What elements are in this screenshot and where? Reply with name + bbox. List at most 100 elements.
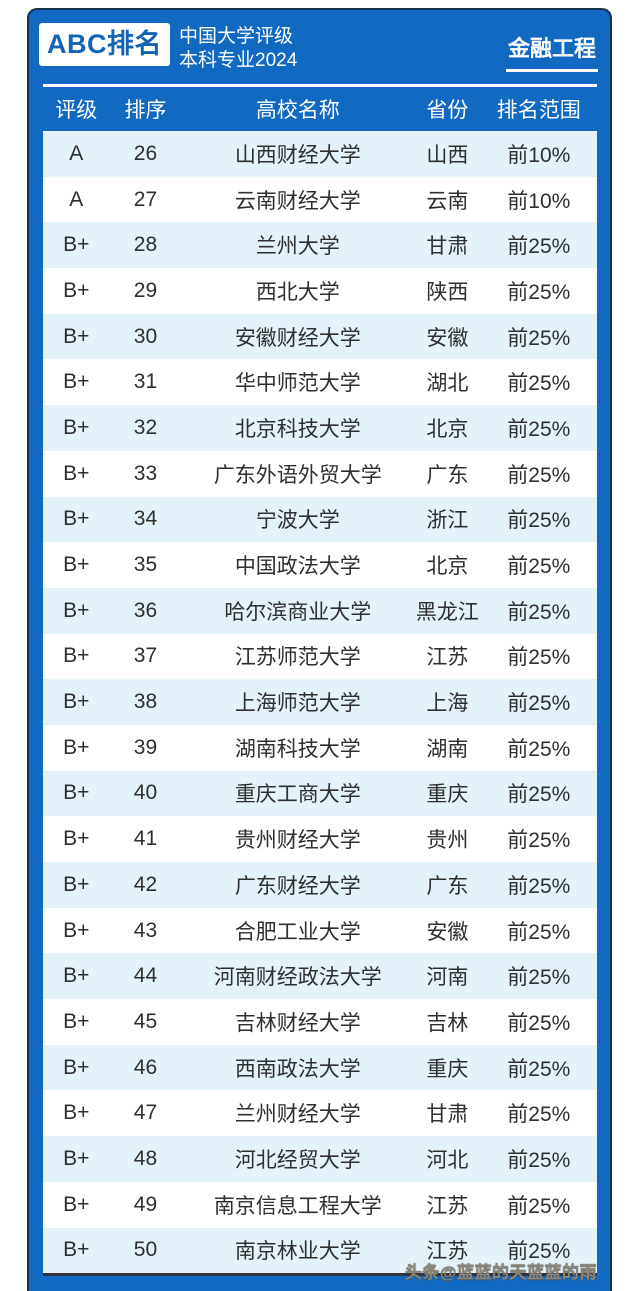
cell-range: 前25% — [507, 1011, 571, 1035]
table-body: A 26 山西财经大学 山西 前10% A 27 云南财经大学 云南 前10% … — [43, 131, 597, 1282]
cell-rating: B+ — [63, 370, 90, 394]
cell-rank: 38 — [133, 690, 158, 714]
cell-rank: 34 — [133, 507, 158, 531]
cell-range: 前25% — [507, 737, 571, 761]
cell-university: 重庆工商大学 — [234, 783, 361, 807]
title-line2: 本科专业2024 — [179, 49, 298, 71]
title-block: 中国大学评级 本科专业2024 — [179, 23, 297, 73]
cell-rank: 29 — [133, 278, 158, 302]
cell-rating: B+ — [63, 1146, 90, 1170]
table-row: B+ 36 哈尔滨商业大学 黑龙江 前25% — [43, 587, 597, 634]
cell-province: 吉林 — [426, 1011, 469, 1035]
brand-text: ABC排名 — [47, 29, 162, 59]
cell-range: 前25% — [507, 1194, 571, 1218]
cell-university: 上海师范大学 — [234, 692, 361, 716]
subject-link[interactable]: 金融工程 — [505, 31, 598, 72]
table-row: B+ 42 广东财经大学 广东 前25% — [43, 862, 597, 908]
table-row: B+ 41 贵州财经大学 贵州 前25% — [43, 816, 597, 862]
brand-logo: ABC排名 — [39, 23, 170, 67]
cell-range: 前10% — [507, 143, 571, 167]
watermark: 头条@蓝蓝的天蓝蓝的雨 — [404, 1263, 597, 1283]
cell-province: 湖北 — [426, 372, 469, 396]
cell-university: 兰州财经大学 — [234, 1103, 361, 1127]
cell-rating: B+ — [63, 415, 90, 439]
cell-province: 陕西 — [426, 280, 469, 304]
cell-rank: 39 — [133, 735, 158, 759]
cell-rating: B+ — [63, 735, 90, 759]
cell-university: 哈尔滨商业大学 — [224, 600, 372, 624]
cell-rating: B+ — [63, 278, 90, 302]
cell-university: 南京信息工程大学 — [213, 1194, 382, 1218]
table-row: B+ 30 安徽财经大学 安徽 前25% — [43, 313, 597, 360]
cell-rank: 31 — [133, 370, 158, 394]
table-row: B+ 49 南京信息工程大学 江苏 前25% — [43, 1182, 597, 1228]
cell-rank: 40 — [133, 781, 158, 805]
cell-university: 西北大学 — [255, 280, 340, 304]
cell-university: 兰州大学 — [255, 235, 340, 259]
cell-rating: B+ — [63, 918, 90, 942]
cell-province: 贵州 — [426, 829, 469, 853]
column-header-rank: 排序 — [124, 99, 167, 122]
cell-range: 前25% — [507, 966, 571, 990]
table-row: B+ 37 江苏师范大学 江苏 前25% — [43, 634, 597, 680]
cell-range: 前25% — [507, 1103, 571, 1127]
cell-university: 贵州财经大学 — [234, 829, 361, 853]
cell-province: 云南 — [426, 189, 469, 213]
cell-rating: A — [69, 141, 84, 165]
cell-rating: B+ — [63, 1101, 90, 1125]
table-row: B+ 32 北京科技大学 北京 前25% — [43, 405, 597, 451]
cell-rank: 42 — [133, 872, 158, 896]
cell-range: 前25% — [507, 600, 571, 624]
table-row: B+ 44 河南财经政法大学 河南 前25% — [43, 953, 597, 1000]
cell-range: 前25% — [507, 783, 571, 807]
table-row: B+ 34 宁波大学 浙江 前25% — [43, 496, 597, 543]
cell-range: 前25% — [507, 280, 571, 304]
cell-province: 甘肃 — [426, 1103, 469, 1127]
table-row: B+ 40 重庆工商大学 重庆 前25% — [43, 770, 597, 817]
cell-rank: 41 — [133, 827, 158, 851]
cell-rating: B+ — [63, 598, 90, 622]
cell-university: 中国政法大学 — [234, 555, 361, 579]
cell-university: 广东外语外贸大学 — [213, 463, 382, 487]
cell-rating: B+ — [63, 827, 90, 851]
cell-university: 吉林财经大学 — [234, 1011, 361, 1035]
cell-province: 江苏 — [426, 1194, 469, 1218]
cell-university: 河南财经政法大学 — [213, 966, 382, 990]
cell-university: 云南财经大学 — [234, 189, 361, 213]
cell-rating: B+ — [63, 872, 90, 896]
table-row: B+ 43 合肥工业大学 安徽 前25% — [43, 908, 597, 954]
table-row: B+ 50 南京林业大学 江苏 前25% — [43, 1227, 597, 1274]
cell-range: 前25% — [507, 326, 571, 350]
cell-rank: 33 — [133, 461, 158, 485]
cell-rating: B+ — [63, 324, 90, 348]
cell-province: 湖南 — [426, 737, 469, 761]
cell-rank: 49 — [133, 1192, 158, 1216]
cell-rating: B+ — [63, 507, 90, 531]
cell-rank: 30 — [133, 324, 158, 348]
cell-university: 广东财经大学 — [234, 874, 361, 898]
cell-province: 安徽 — [426, 920, 469, 944]
cell-rank: 48 — [133, 1146, 158, 1170]
cell-range: 前25% — [507, 920, 571, 944]
cell-university: 合肥工业大学 — [234, 920, 361, 944]
cell-rating: B+ — [63, 1009, 90, 1033]
cell-province: 北京 — [426, 555, 469, 579]
cell-range: 前25% — [507, 372, 571, 396]
ranking-card: ABC排名 中国大学评级 本科专业2024 金融工程 评级 排序 高校名称 省份… — [27, 8, 612, 1291]
table-row: A 27 云南财经大学 云南 前10% — [43, 177, 597, 223]
cell-province: 广东 — [426, 463, 469, 487]
cell-rank: 47 — [133, 1101, 158, 1125]
cell-university: 华中师范大学 — [234, 372, 361, 396]
cell-rank: 35 — [133, 553, 158, 577]
column-header-province: 省份 — [426, 99, 469, 122]
cell-range: 前25% — [507, 235, 571, 259]
cell-range: 前25% — [507, 829, 571, 853]
cell-university: 宁波大学 — [255, 509, 340, 533]
cell-range: 前25% — [507, 1057, 571, 1081]
cell-range: 前25% — [507, 646, 571, 670]
cell-rating: B+ — [63, 690, 90, 714]
cell-range: 前25% — [507, 417, 571, 441]
table-row: B+ 39 湖南科技大学 湖南 前25% — [43, 725, 597, 771]
cell-range: 前25% — [507, 463, 571, 487]
